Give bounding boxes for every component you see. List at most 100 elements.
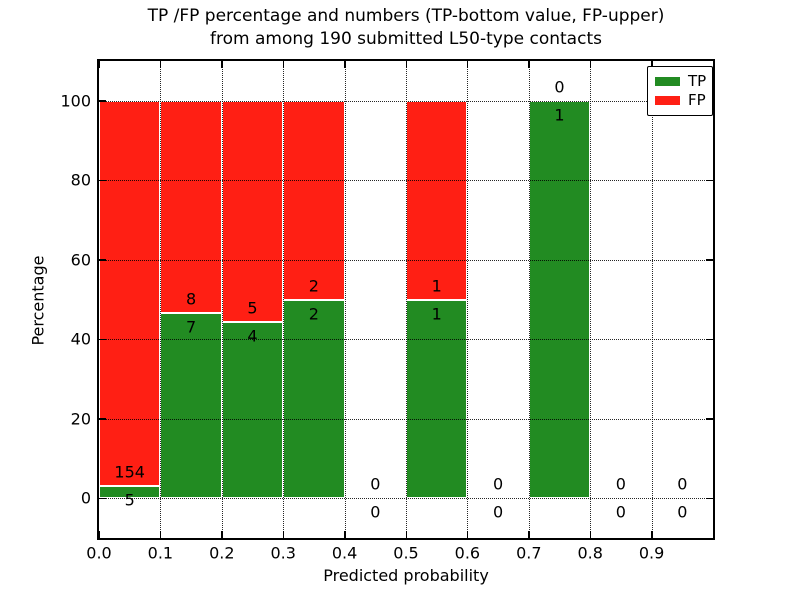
x-tick-label: 0.6 [454,543,481,563]
x-tick-label: 0.5 [393,543,419,563]
legend-row: TP [648,74,712,89]
x-tick-mark [528,531,530,538]
tp-count-label: 1 [554,105,565,125]
y-tick-mark [99,338,106,341]
x-tick-mark [466,531,469,538]
fp-count-label: 0 [493,474,504,494]
y-tick-mark [99,259,106,261]
y-tick-mark [706,497,713,500]
x-tick-mark [405,61,407,68]
x-tick-label: 0.2 [209,543,235,563]
legend-swatch-tp [655,77,680,86]
bar-tp-segment [406,299,468,499]
x-tick-label: 0.3 [270,543,296,563]
v-gridline [160,61,162,538]
v-gridline [406,61,407,538]
tp-count-label: 5 [124,490,135,510]
x-tick-mark [282,531,285,538]
x-tick-mark [466,61,469,68]
y-tick-label: 20 [70,409,91,429]
x-tick-mark [528,61,530,68]
v-gridline [221,61,223,538]
y-tick-mark [99,497,106,500]
tp-count-label: 7 [186,317,197,337]
tp-count-label: 1 [431,304,442,323]
fp-count-label: 154 [114,462,145,482]
y-tick-mark [99,418,106,420]
x-tick-mark [651,531,653,538]
bar-fp-segment [283,100,345,300]
bar-tp-segment [221,321,284,499]
x-tick-mark [344,531,346,538]
y-tick-mark [706,179,713,182]
tp-count-label: 0 [677,502,688,522]
y-tick-mark [99,100,106,102]
tp-count-label: 4 [247,326,258,346]
fp-count-label: 0 [615,474,626,494]
v-gridline [283,61,285,538]
x-tick-mark [221,61,223,68]
chart-title: TP /FP percentage and numbers (TP-bottom… [99,5,713,51]
x-tick-mark [98,61,100,68]
x-tick-mark [221,531,223,538]
bar-fp-segment [99,100,161,486]
y-tick-mark [706,338,713,341]
chart-title-line1: TP /FP percentage and numbers (TP-bottom… [147,6,665,26]
v-gridline [651,61,653,538]
v-gridline [344,61,346,538]
v-gridline [467,61,469,538]
y-tick-label: 40 [70,329,91,349]
x-tick-mark [282,61,285,68]
x-tick-label: 0.4 [331,543,358,563]
bar-fp-segment [160,100,222,313]
y-tick-label: 60 [70,250,91,270]
x-tick-label: 0.8 [577,543,603,563]
x-axis-label: Predicted probability [323,566,489,585]
fp-count-label: 5 [247,298,258,318]
bar-tp-segment [160,312,222,499]
x-tick-mark [159,531,162,538]
bar-tp-segment [99,485,161,499]
bar-tp-segment [528,100,591,499]
fp-count-label: 0 [677,474,688,494]
legend-label-tp: TP [688,72,707,90]
x-tick-mark [589,531,592,538]
bar-fp-segment [406,100,468,300]
x-tick-label: 0.7 [516,543,542,563]
v-gridline [590,61,592,538]
x-tick-mark [651,61,653,68]
x-tick-mark [405,531,407,538]
legend-swatch-fp [655,96,680,105]
chart-title-line2: from among 190 submitted L50-type contac… [210,29,602,49]
x-tick-mark [589,61,592,68]
y-tick-mark [706,259,713,261]
legend-row: FP [648,93,712,108]
bar-tp-segment [283,299,345,499]
fp-count-label: 1 [431,276,442,295]
tp-count-label: 2 [308,304,319,323]
x-tick-label: 0.9 [638,543,665,563]
x-tick-label: 0.1 [147,543,174,563]
tp-count-label: 0 [615,502,626,522]
legend-label-fp: FP [688,91,706,109]
fp-count-label: 2 [308,276,319,295]
y-axis-label: Percentage [28,255,48,346]
x-tick-label: 0.0 [86,543,112,563]
fp-count-label: 0 [370,474,381,494]
y-tick-mark [706,418,713,420]
y-tick-label: 80 [70,170,91,190]
fp-count-label: 0 [554,77,565,97]
fp-count-label: 8 [186,289,197,309]
x-tick-mark [159,61,162,68]
tp-count-label: 0 [370,502,381,522]
legend: TP FP [647,66,713,116]
tp-count-label: 0 [493,502,504,522]
y-tick-label: 0 [80,488,91,508]
x-tick-mark [98,531,100,538]
x-tick-mark [344,61,346,68]
y-tick-label: 100 [60,91,91,111]
y-tick-mark [99,179,106,182]
bar-fp-segment [221,100,284,322]
v-gridline [528,61,530,538]
